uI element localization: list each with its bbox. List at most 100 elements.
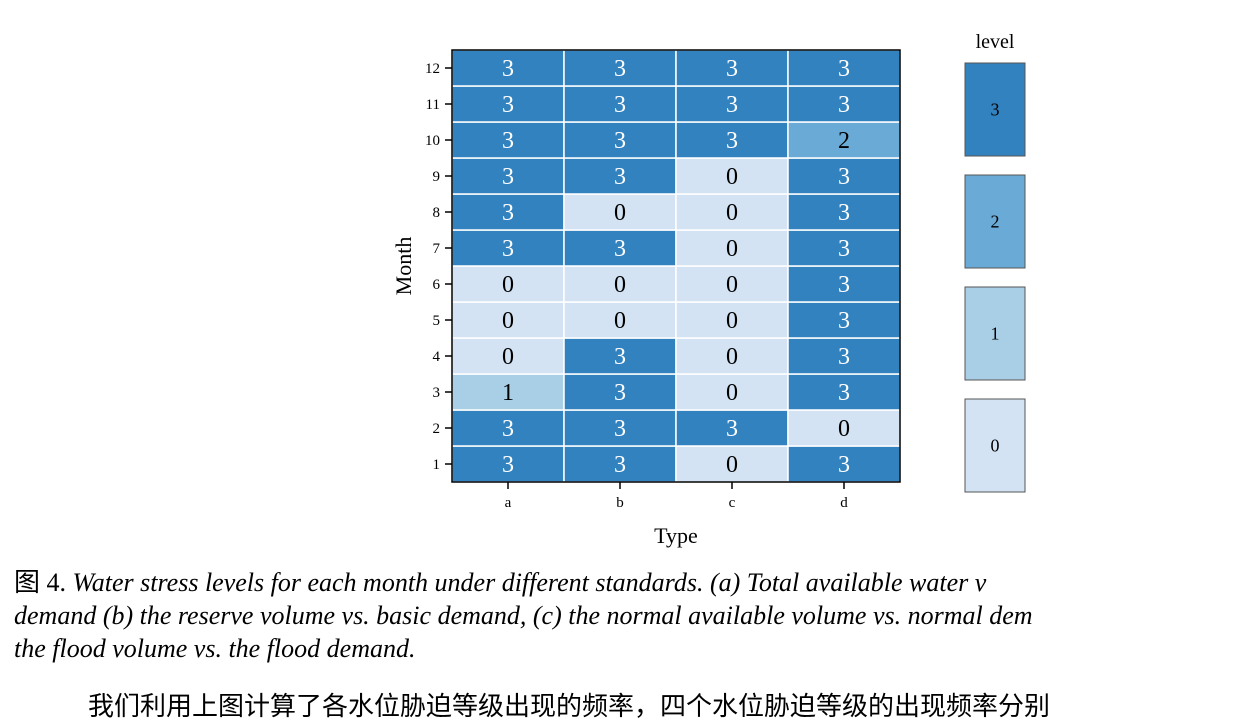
cell-value-label: 0 [614, 200, 626, 226]
heatmap-cell-a-4 [451, 337, 565, 375]
x-tick-label: c [729, 495, 736, 511]
cell-value-label: 3 [726, 128, 738, 154]
cell-value-label: 3 [502, 416, 514, 442]
legend-keys: 3 2 1 0 [964, 62, 1026, 493]
y-axis-title: Month [391, 237, 416, 296]
heatmap-cell-b-10 [563, 121, 677, 159]
cell-value-label: 0 [726, 272, 738, 298]
legend-key-3 [964, 62, 1026, 157]
legend-key-label: 2 [991, 212, 1000, 232]
legend-key-label: 1 [991, 324, 1000, 344]
y-tick-label: 11 [426, 97, 440, 113]
cell-value-label: 3 [502, 92, 514, 118]
cell-value-label: 3 [614, 416, 626, 442]
cell-value-label: 0 [838, 416, 850, 442]
cell-value-label: 3 [838, 92, 850, 118]
cell-value-label: 0 [614, 272, 626, 298]
cell-value-label: 3 [502, 200, 514, 226]
x-tick-label: b [616, 495, 624, 511]
plot-frame [451, 49, 901, 483]
cell-value-label: 0 [726, 380, 738, 406]
partial-body-text: 我们利用上图计算了各水位胁迫等级出现的频率，四个水位胁迫等级的出现频率分别 [88, 692, 1051, 722]
y-tick-label: 6 [433, 277, 441, 293]
heatmap-cell-b-11 [563, 85, 677, 123]
heatmap-cell-a-2 [451, 409, 565, 447]
y-tick-label: 8 [433, 205, 441, 221]
cell-value-label: 2 [838, 128, 850, 154]
legend-key-2 [964, 174, 1026, 269]
cell-value-label: 3 [502, 56, 514, 82]
heatmap-cell-a-7 [451, 229, 565, 267]
y-tick-label: 1 [433, 457, 441, 473]
heatmap-cell-b-9 [563, 157, 677, 195]
y-tick-label: 3 [433, 385, 441, 401]
x-tick-label: a [505, 495, 512, 511]
cell-value-label: 3 [726, 92, 738, 118]
heatmap-cell-c-2 [675, 409, 789, 447]
heatmap-cell-d-4 [787, 337, 901, 375]
heatmap-cell-a-11 [451, 85, 565, 123]
y-tick-label: 9 [433, 169, 441, 185]
heatmap-cell-c-12 [675, 49, 789, 87]
cell-value-label: 3 [838, 380, 850, 406]
heatmap-cell-d-5 [787, 301, 901, 339]
heatmap-cell-d-7 [787, 229, 901, 267]
heatmap-cell-a-8 [451, 193, 565, 231]
legend-key-label: 3 [991, 100, 1000, 120]
cell-value-label: 3 [614, 164, 626, 190]
cell-value-label: 0 [726, 236, 738, 262]
cell-value-label: 3 [502, 452, 514, 478]
cell-value-label: 3 [614, 128, 626, 154]
cell-value-label: 3 [838, 272, 850, 298]
legend-key-label: 0 [991, 436, 1000, 456]
cell-value-label: 3 [502, 128, 514, 154]
cell-value-label: 3 [838, 164, 850, 190]
cell-value-label: 3 [838, 56, 850, 82]
cell-value-label: 1 [502, 380, 514, 406]
heatmap-cell-d-9 [787, 157, 901, 195]
heatmap-cell-d-3 [787, 373, 901, 411]
heatmap-cell-b-5 [563, 301, 677, 339]
figure-caption: 图 4. Water stress levels for each month … [14, 566, 1259, 665]
caption-line-3: the flood volume vs. the flood demand. [14, 634, 416, 663]
heatmap-cell-labels: 3 3 0 3 3 3 3 0 1 3 0 3 0 3 0 3 0 0 0 3 0 0 0 3 3 3 0 3 3 0 0 3 3 3 0 3 3 3 3 2… [502, 56, 850, 478]
cell-value-label: 3 [838, 200, 850, 226]
y-tick-label: 10 [425, 133, 440, 149]
cell-value-label: 0 [726, 344, 738, 370]
legend: level 3 2 1 0 [964, 31, 1026, 493]
cell-value-label: 0 [614, 308, 626, 334]
caption-line-2: demand (b) the reserve volume vs. basic … [14, 601, 1033, 630]
cell-value-label: 3 [614, 56, 626, 82]
x-axis: a b c d [505, 482, 848, 511]
cell-value-label: 3 [614, 452, 626, 478]
heatmap-cell-b-3 [563, 373, 677, 411]
cell-value-label: 3 [502, 236, 514, 262]
cell-value-label: 3 [614, 236, 626, 262]
heatmap-cell-c-7 [675, 229, 789, 267]
x-axis-title: Type [654, 523, 698, 548]
heatmap-cell-b-2 [563, 409, 677, 447]
heatmap-cell-a-12 [451, 49, 565, 87]
heatmap-cell-b-1 [563, 445, 677, 483]
cell-value-label: 3 [838, 236, 850, 262]
cell-value-label: 0 [726, 164, 738, 190]
y-tick-label: 7 [433, 241, 441, 257]
heatmap-cell-d-2 [787, 409, 901, 447]
caption-text-1: Water stress levels for each month under… [72, 568, 987, 597]
y-tick-label: 12 [425, 61, 440, 77]
legend-title: level [976, 31, 1015, 53]
cell-value-label: 3 [726, 56, 738, 82]
cell-value-label: 0 [502, 308, 514, 334]
heatmap-chart: 3 3 0 3 3 3 3 0 1 3 0 3 0 3 0 3 0 0 0 3 0 0 0 3 3 3 0 3 3 0 0 3 3 3 0 3 3 3 3 2… [391, 31, 1026, 548]
cell-value-label: 0 [726, 308, 738, 334]
y-tick-label: 2 [433, 421, 441, 437]
cell-value-label: 0 [502, 272, 514, 298]
legend-key-0 [964, 398, 1026, 493]
heatmap-cells [451, 49, 901, 483]
cell-value-label: 3 [838, 308, 850, 334]
heatmap-cell-c-5 [675, 301, 789, 339]
cell-value-label: 3 [838, 452, 850, 478]
caption-line-1: 图 4. Water stress levels for each month … [14, 566, 1259, 599]
heatmap-cell-c-6 [675, 265, 789, 303]
